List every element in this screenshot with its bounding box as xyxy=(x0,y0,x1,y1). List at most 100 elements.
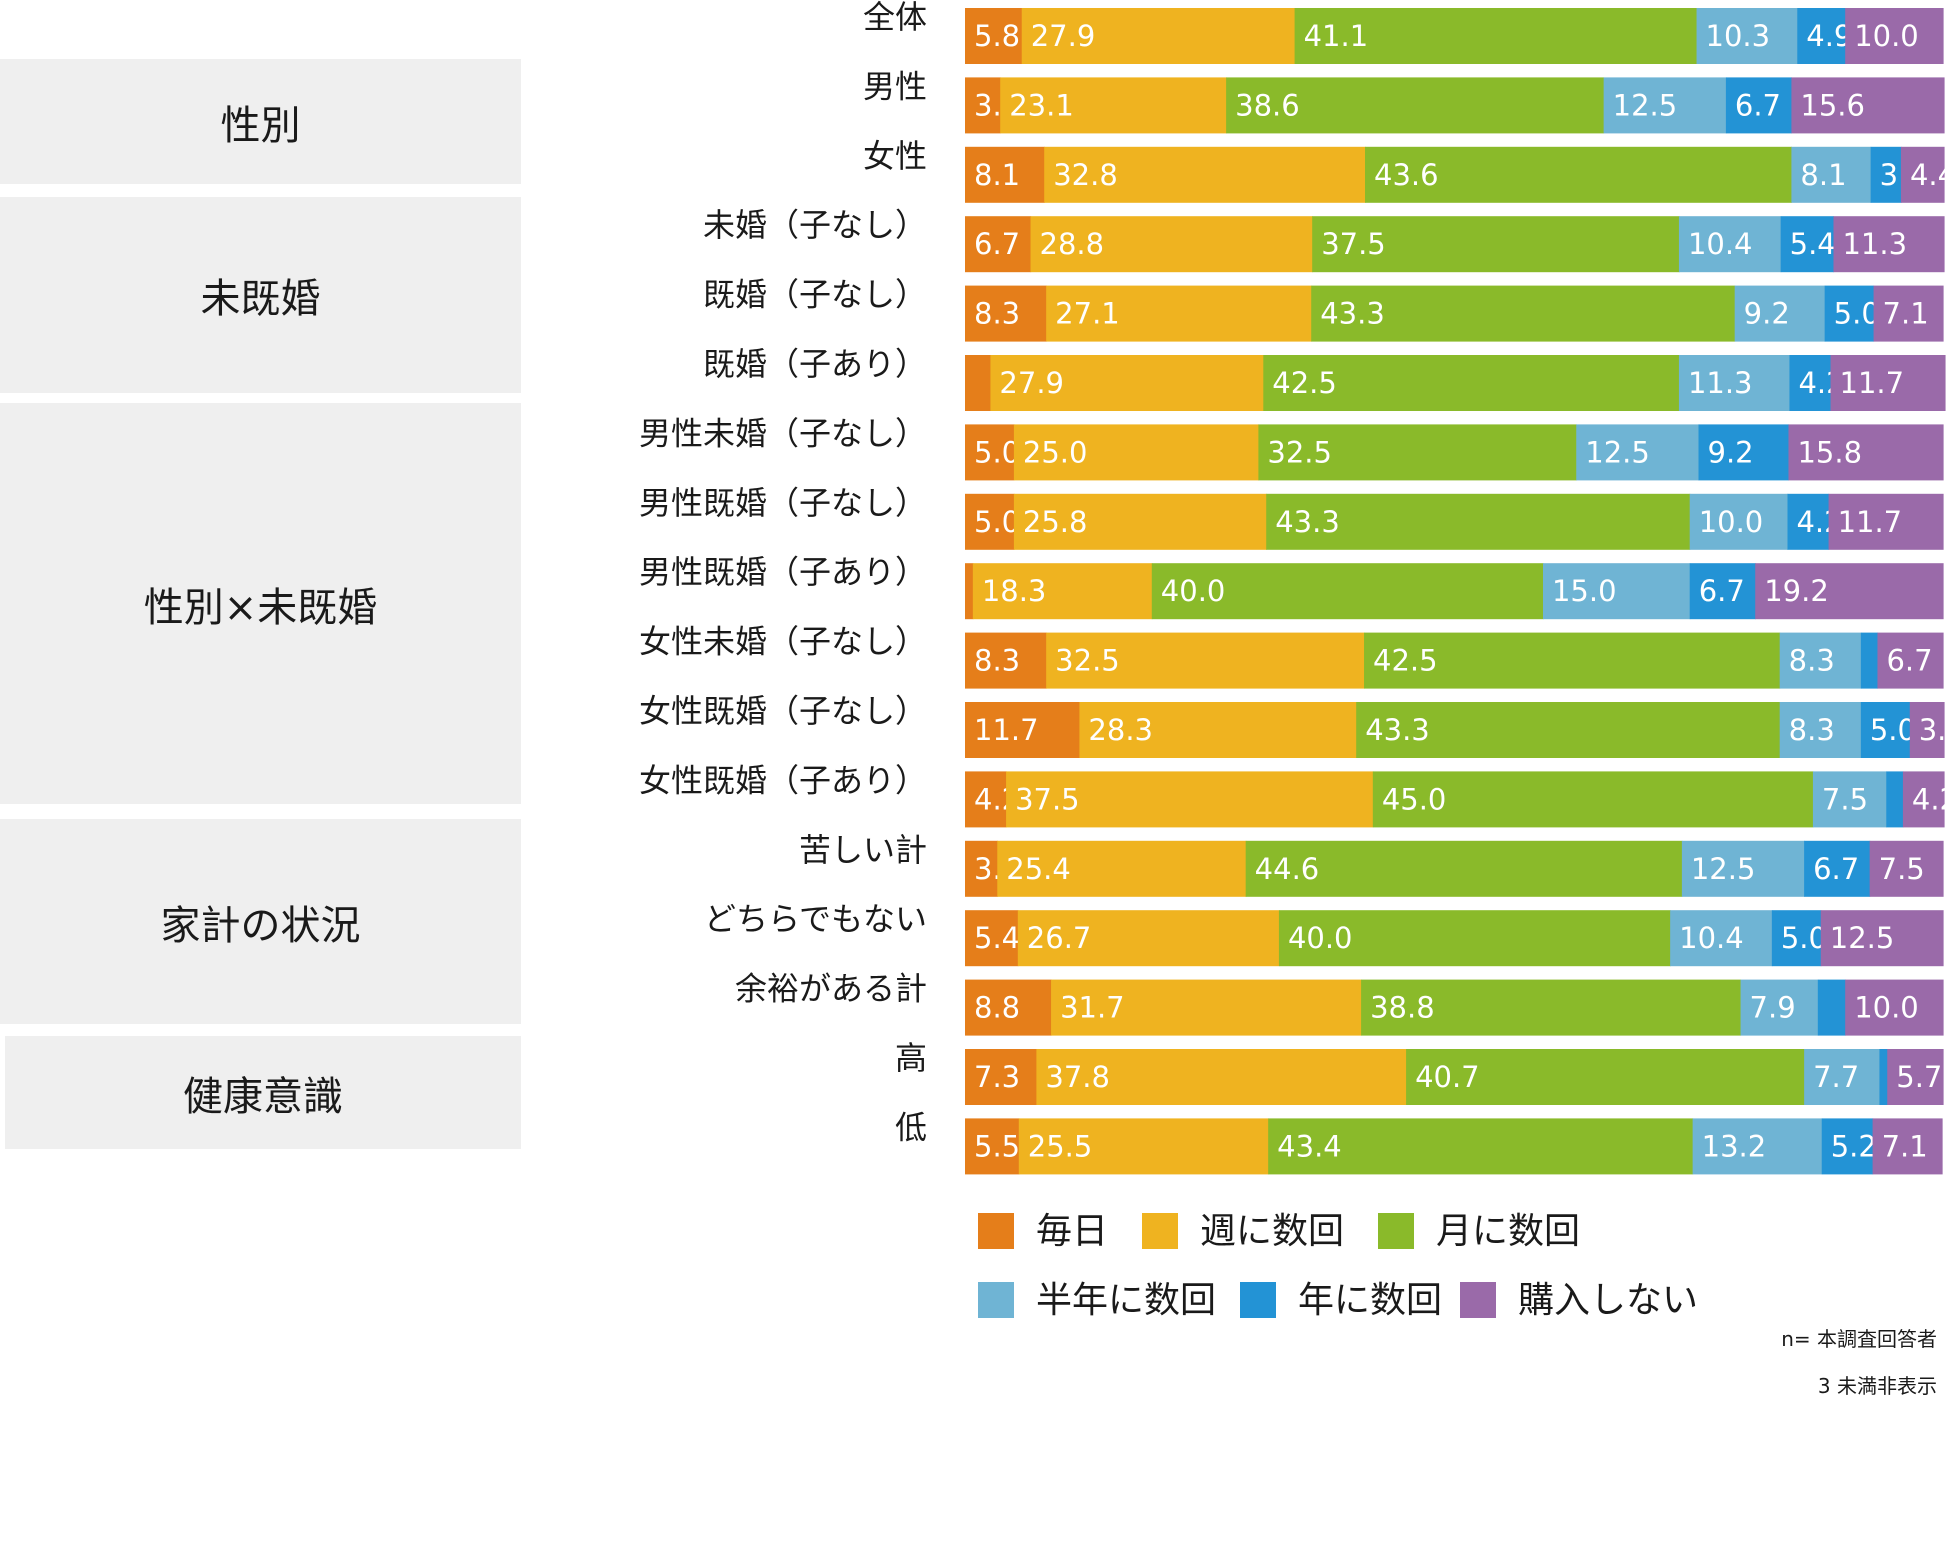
data-label: 25.4 xyxy=(1006,852,1071,886)
data-label: 25.8 xyxy=(1023,505,1088,539)
group-label-marital: 未既婚 xyxy=(0,197,521,393)
data-label: 43.6 xyxy=(1374,158,1439,192)
bar-segment xyxy=(1021,8,1296,64)
data-label: 31.7 xyxy=(1060,991,1125,1025)
data-label: 7.3 xyxy=(974,1060,1020,1094)
data-label: 10.3 xyxy=(1706,19,1771,53)
data-label: 5.0 xyxy=(974,505,1020,539)
data-label: 8.8 xyxy=(974,991,1020,1025)
bar-segment xyxy=(1788,424,1944,481)
legend-swatch xyxy=(978,1282,1014,1318)
bar-segment xyxy=(1258,424,1577,481)
data-label: 25.5 xyxy=(1028,1129,1093,1163)
bar-segment xyxy=(1678,216,1782,273)
bar-segment xyxy=(965,146,1045,203)
bar-segment xyxy=(965,216,1032,273)
bar-segment xyxy=(1051,979,1362,1036)
data-label: 42.5 xyxy=(1373,644,1438,678)
bar-segment xyxy=(1869,840,1944,897)
category-label: どちらでもない xyxy=(704,900,927,938)
bar-segment xyxy=(1872,1118,1943,1175)
bar-segment xyxy=(1678,355,1791,411)
data-label: 4.4 xyxy=(1910,158,1947,192)
category-label: 高 xyxy=(895,1039,927,1077)
data-label: 43.3 xyxy=(1320,297,1385,331)
data-label: 23.1 xyxy=(1009,88,1074,122)
data-label: 11.7 xyxy=(974,713,1039,747)
data-label: 5.4 xyxy=(1790,227,1836,261)
bar-segment xyxy=(1771,910,1822,967)
data-label: 9.2 xyxy=(1708,435,1754,469)
data-label: 6.7 xyxy=(1735,88,1781,122)
legend-swatch xyxy=(1378,1213,1414,1249)
bar-segment xyxy=(1755,563,1944,620)
bar-segment xyxy=(1312,216,1680,273)
legend-swatch xyxy=(978,1213,1014,1249)
data-label: 10.4 xyxy=(1679,921,1744,955)
bar-segment xyxy=(1824,285,1875,342)
bar-segment xyxy=(1779,632,1862,689)
data-label: 15.6 xyxy=(1800,88,1865,122)
category-label: 男性未婚（子なし） xyxy=(639,414,927,452)
data-label: 7.5 xyxy=(1879,852,1925,886)
data-label: 11.7 xyxy=(1838,505,1903,539)
bar-segment xyxy=(1820,910,1944,967)
legend-swatch xyxy=(1142,1213,1178,1249)
bar-segment xyxy=(1013,493,1267,550)
bar-segment xyxy=(965,77,1001,134)
bar-segment xyxy=(1406,1049,1805,1105)
bar-segment xyxy=(1681,840,1805,897)
bar-segment xyxy=(965,632,1047,689)
data-label: 5.0 xyxy=(1781,921,1827,955)
data-label: 10.0 xyxy=(1854,19,1919,53)
data-label: 41.1 xyxy=(1304,19,1369,53)
data-label: 12.5 xyxy=(1585,435,1650,469)
category-label: 苦しい計 xyxy=(799,831,927,869)
bar-segment xyxy=(1603,77,1727,134)
data-label: 8.3 xyxy=(974,644,1020,678)
data-label: 5.0 xyxy=(974,435,1020,469)
bar-segment xyxy=(1830,355,1946,411)
data-label: 7.9 xyxy=(1750,991,1796,1025)
data-label: 6.7 xyxy=(974,227,1020,261)
note-hidden-threshold: 3 未満非表示 xyxy=(1817,1374,1937,1398)
bar-segment xyxy=(1689,563,1756,620)
bar-segment xyxy=(1361,979,1742,1036)
data-label: 13.2 xyxy=(1702,1129,1767,1163)
data-label: 27.9 xyxy=(1031,19,1096,53)
data-label: 8.1 xyxy=(974,158,1020,192)
data-label: 42.5 xyxy=(1272,366,1337,400)
data-label: 40.0 xyxy=(1288,921,1353,955)
bar-segment xyxy=(1365,146,1793,203)
bar-segment xyxy=(965,979,1052,1036)
legend-label: 週に数回 xyxy=(1200,1211,1344,1252)
data-label: 10.4 xyxy=(1688,227,1753,261)
bar-segment xyxy=(1804,840,1871,897)
bar-segment xyxy=(1877,632,1944,689)
bar-segment xyxy=(1017,910,1280,967)
data-label: 9.2 xyxy=(1744,297,1790,331)
data-label: 5.0 xyxy=(1834,297,1880,331)
data-label: 15.8 xyxy=(1797,435,1862,469)
data-label: 26.7 xyxy=(1027,921,1092,955)
category-label: 既婚（子あり） xyxy=(703,345,927,383)
bar-segment xyxy=(1226,77,1605,134)
bar-segment xyxy=(1787,493,1830,550)
data-label: 7.1 xyxy=(1882,1129,1928,1163)
data-label: 4.9 xyxy=(1806,19,1852,53)
data-label: 5.2 xyxy=(1831,1129,1877,1163)
group-label-gender: 性別 xyxy=(0,59,521,184)
category-label: 男性 xyxy=(863,67,927,105)
data-label: 7.7 xyxy=(1813,1060,1859,1094)
legend-swatch xyxy=(1460,1282,1496,1318)
category-label: 男性既婚（子あり） xyxy=(639,553,927,591)
data-label: 37.5 xyxy=(1015,782,1080,816)
category-label: 女性未婚（子なし） xyxy=(639,623,927,661)
bar-segment xyxy=(1576,424,1700,481)
group-label-household: 家計の状況 xyxy=(0,819,521,1024)
bar-segment xyxy=(1018,1118,1269,1175)
category-label: 未婚（子なし） xyxy=(703,206,927,244)
bar-segment xyxy=(1151,563,1544,620)
data-label: 37.8 xyxy=(1045,1060,1110,1094)
bar-segment xyxy=(1013,424,1259,481)
